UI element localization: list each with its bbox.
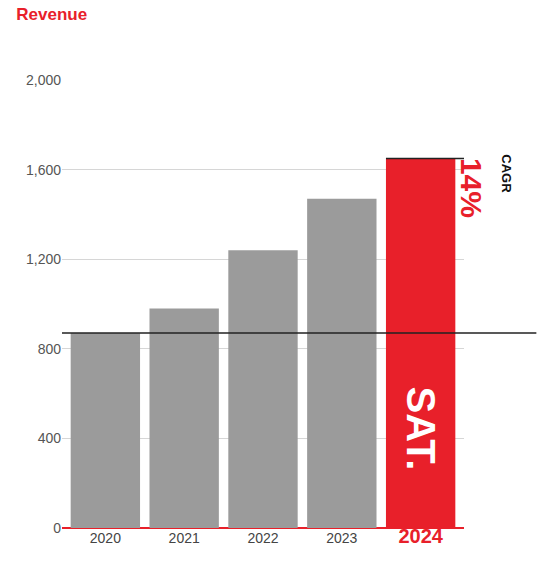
svg-text:2022: 2022: [247, 530, 278, 546]
svg-text:400: 400: [38, 430, 62, 446]
svg-text:1,600: 1,600: [26, 162, 61, 178]
svg-text:14%: 14%: [455, 158, 488, 218]
svg-text:800: 800: [38, 341, 62, 357]
svg-text:0: 0: [53, 520, 61, 536]
svg-text:1,200: 1,200: [26, 251, 61, 267]
svg-text:2023: 2023: [326, 530, 357, 546]
svg-text:2,000: 2,000: [26, 72, 61, 88]
svg-text:2020: 2020: [90, 530, 121, 546]
svg-text:2024: 2024: [398, 525, 443, 547]
svg-text:Revenue: Revenue: [16, 5, 87, 24]
svg-text:CAGR: CAGR: [499, 154, 514, 193]
svg-text:SAT.: SAT.: [399, 387, 443, 471]
svg-text:2021: 2021: [169, 530, 200, 546]
